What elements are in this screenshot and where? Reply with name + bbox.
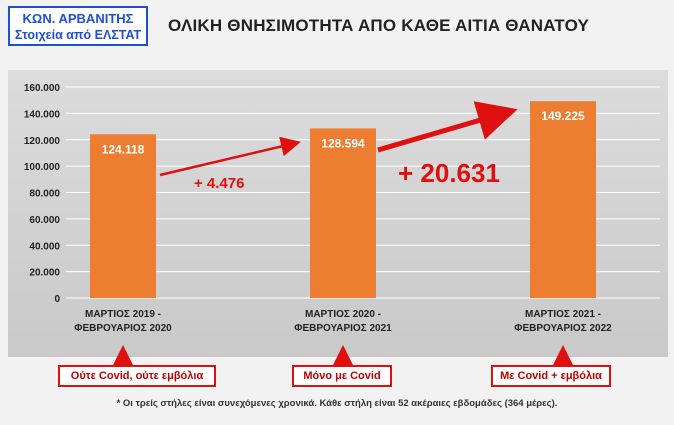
increase-arrow-2 bbox=[377, 101, 518, 153]
category-note-3: Με Covid + εμβόλια bbox=[491, 365, 611, 387]
y-tick-label: 160.000 bbox=[24, 83, 61, 94]
increase-annotation-1: + 4.476 bbox=[194, 175, 244, 192]
bar-value-label: 128.594 bbox=[321, 136, 365, 150]
chart-title: ΟΛΙΚΗ ΘΝΗΣΙΜΟΤΗΤΑ ΑΠΟ ΚΑΘΕ ΑΙΤΙΑ ΘΑΝΑΤΟΥ bbox=[168, 16, 590, 35]
x-tick-label: ΜΑΡΤΙΟΣ 2021 - bbox=[525, 309, 601, 320]
bar bbox=[310, 128, 376, 298]
footnote: * Οι τρείς στήλες είναι συνεχόμενες χρον… bbox=[116, 398, 558, 409]
category-note-1: Ούτε Covid, ούτε εμβόλια bbox=[58, 365, 216, 387]
bar-value-label: 124.118 bbox=[102, 142, 145, 156]
y-tick-label: 20.000 bbox=[29, 268, 60, 279]
increase-annotation-2: + 20.631 bbox=[398, 158, 500, 188]
y-tick-label: 140.000 bbox=[24, 109, 61, 120]
bar bbox=[90, 134, 156, 298]
y-tick-label: 60.000 bbox=[29, 215, 60, 226]
author-source: Στοιχεία από ΕΛΣΤΑΤ bbox=[14, 28, 142, 42]
x-tick-label: ΦΕΒΡΟΥΑΡΙΟΣ 2021 bbox=[294, 323, 392, 334]
y-tick-label: 40.000 bbox=[29, 241, 60, 252]
author-box: ΚΩΝ. ΑΡΒΑΝΙΤΗΣ Στοιχεία από ΕΛΣΤΑΤ bbox=[8, 6, 148, 46]
x-tick-label: ΦΕΒΡΟΥΑΡΙΟΣ 2022 bbox=[514, 323, 612, 334]
x-tick-label: ΦΕΒΡΟΥΑΡΙΟΣ 2020 bbox=[74, 323, 172, 334]
increase-arrow-1 bbox=[159, 136, 301, 177]
y-tick-label: 100.000 bbox=[24, 162, 61, 173]
y-tick-label: 80.000 bbox=[29, 189, 60, 200]
y-tick-label: 120.000 bbox=[24, 136, 61, 147]
author-name: ΚΩΝ. ΑΡΒΑΝΙΤΗΣ bbox=[22, 11, 134, 26]
bar-value-label: 149.225 bbox=[541, 109, 585, 123]
y-tick-label: 0 bbox=[54, 294, 60, 305]
x-tick-label: ΜΑΡΤΙΟΣ 2020 - bbox=[305, 309, 381, 320]
category-note-2: Μόνο με Covid bbox=[292, 365, 392, 387]
bar bbox=[530, 101, 596, 298]
x-tick-label: ΜΑΡΤΙΟΣ 2019 - bbox=[85, 309, 161, 320]
